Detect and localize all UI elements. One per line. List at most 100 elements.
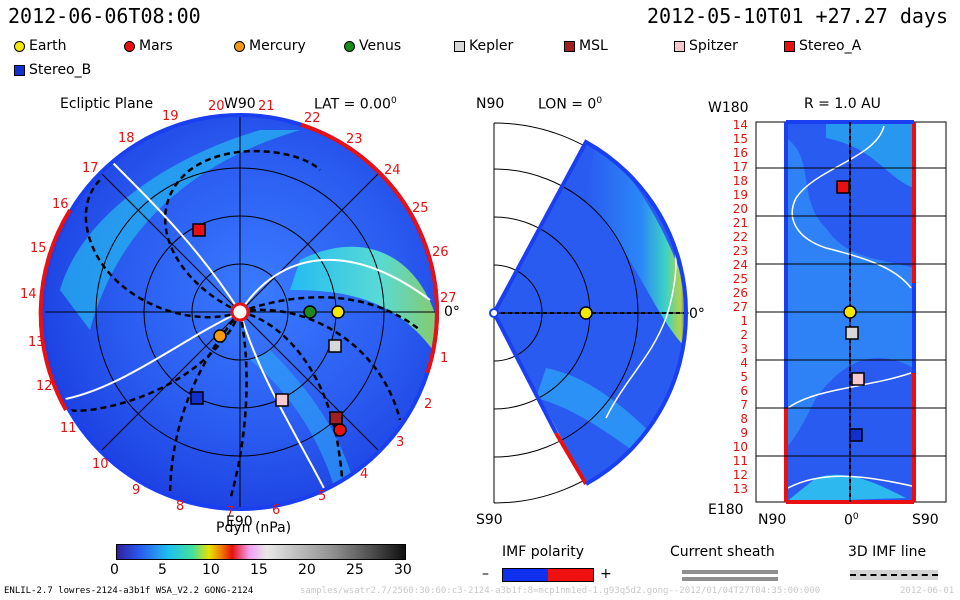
colorbar-tick: 5 [158, 562, 167, 578]
legend-item-earth: Earth [14, 38, 67, 54]
model-time: 2012-06-06T08:00 [8, 4, 201, 28]
wedge-outline [492, 139, 689, 314]
map-row-label: 12 [733, 468, 748, 482]
meridional-top-label: N90 [476, 96, 505, 112]
ecliptic-plot: 20 21 22 23 24 25 26 27 1 2 3 4 5 6 7 8 … [20, 100, 460, 530]
meridional-lon-label: LON = 00 [538, 96, 602, 113]
ecliptic-top-label: W90 [224, 96, 256, 112]
faint-date-caption: 2012-06-01 [900, 586, 955, 596]
msl-marker-icon [564, 40, 575, 52]
kepler-marker-icon [328, 339, 342, 353]
map-row-label: 17 [733, 160, 748, 174]
meridional-bottom-label: S90 [476, 512, 503, 528]
colorbar-tick: 10 [202, 562, 220, 578]
ecliptic-title: Ecliptic Plane [60, 96, 154, 112]
legend-label: Kepler [469, 38, 514, 54]
map-row-label: 24 [733, 258, 748, 272]
carr-label: 1 [440, 351, 448, 366]
imf-polarity-title: IMF polarity [502, 544, 585, 560]
map-row-label: 19 [733, 188, 748, 202]
carr-label: 6 [272, 503, 280, 518]
legend-item-kepler: Kepler [454, 38, 513, 54]
lat-text: LAT = 0.00 [314, 96, 391, 113]
map-row-label: 20 [733, 202, 748, 216]
lon-sup: 0 [596, 96, 603, 106]
legend-item-mercury: Mercury [234, 38, 306, 54]
msl-marker-icon [329, 411, 343, 425]
stereo-a-marker-icon [784, 40, 795, 52]
venus-marker-icon [303, 305, 317, 319]
venus-marker-icon [344, 40, 355, 52]
ecliptic-lat-label: LAT = 0.000 [314, 96, 397, 113]
map-row-label: 22 [733, 230, 748, 244]
legend-item-venus: Venus [344, 38, 401, 54]
polarity-arc [38, 208, 72, 411]
carr-label: 3 [396, 435, 404, 450]
map-boundary-line [787, 372, 912, 409]
sheath-line-swatch [682, 577, 778, 581]
legend-label: Spitzer [689, 38, 738, 54]
stereo-b-marker-icon [14, 64, 25, 76]
faint-path-caption: samples/wsatr2.7/2560:30:60:c3-2124-a3b1… [300, 586, 821, 596]
map-radius-label: R = 1.0 AU [804, 96, 881, 112]
legend-label: Earth [29, 38, 67, 54]
map-stream [786, 474, 906, 502]
spitzer-marker-icon [851, 372, 865, 386]
map-row-label: 15 [733, 132, 748, 146]
stereo-b-marker-icon [190, 391, 204, 405]
earth-marker-icon [843, 305, 857, 319]
map-row-label: 11 [733, 454, 748, 468]
map-x-label-s90: S90 [912, 512, 939, 528]
carrington-ring: 20 21 22 23 24 25 26 27 1 2 3 4 5 6 7 8 … [20, 100, 457, 520]
sun-icon [230, 302, 250, 322]
legend-item-msl: MSL [564, 38, 608, 54]
map-row-label: 1 [740, 314, 748, 328]
carr-label: 16 [52, 197, 69, 212]
colorbar-gradient [116, 544, 406, 560]
map-row-label: 23 [733, 244, 748, 258]
meridional-plot: 0° [489, 122, 705, 504]
legend-item-spitzer: Spitzer [674, 38, 738, 54]
stereo-b-marker-icon [849, 428, 863, 442]
map-row-label: 10 [733, 440, 748, 454]
meridional-right-label: 0° [689, 306, 705, 322]
legend-item-stereo-b: Stereo_B [14, 62, 91, 78]
carr-label: 12 [36, 379, 53, 394]
map-row-label: 21 [733, 216, 748, 230]
carr-label: 24 [384, 163, 401, 178]
lat-sup: 0 [390, 96, 397, 106]
earth-marker-icon [579, 306, 593, 320]
legend-item-stereo-a: Stereo_A [784, 38, 861, 54]
map-row-label: 6 [740, 384, 748, 398]
colorbar-title: Pdyn (nPa) [216, 520, 292, 536]
map-row-label: 5 [740, 370, 748, 384]
carr-label: 19 [162, 109, 179, 124]
carr-label: 22 [304, 111, 321, 126]
spitzer-marker-icon [674, 40, 685, 52]
map-boundary-line [787, 475, 913, 489]
imf-negative-swatch [503, 569, 548, 581]
colorbar-tick: 0 [110, 562, 119, 578]
map-x-label-0-sup: 0 [852, 512, 859, 522]
model-caption: ENLIL-2.7 lowres-2124-a3b1f WSA_V2.2 GON… [4, 586, 254, 596]
map-row-label: 8 [740, 412, 748, 426]
map-row-labels: 14 15 16 17 18 19 20 21 22 23 24 25 26 2… [733, 118, 748, 496]
map-row-label: 13 [733, 482, 748, 496]
map-bottom-left: E180 [708, 502, 744, 518]
map-row-label: 7 [740, 398, 748, 412]
polarity-arc [300, 122, 439, 374]
legend-label: Venus [359, 38, 402, 54]
carr-label: 14 [20, 287, 37, 302]
imf3d-line-swatch [850, 574, 938, 576]
map-row-label: 26 [733, 286, 748, 300]
legend-label: Stereo_A [799, 38, 862, 54]
legend-label: Mars [139, 38, 173, 54]
sun-icon [489, 308, 499, 318]
wedge-polarity-edge [554, 431, 588, 486]
wedge-outline [492, 312, 558, 434]
carr-label: 25 [412, 201, 429, 216]
stream-band [250, 350, 360, 509]
carr-label: 7 [226, 505, 234, 520]
map-row-label: 16 [733, 146, 748, 160]
carr-label: 20 [208, 100, 225, 114]
